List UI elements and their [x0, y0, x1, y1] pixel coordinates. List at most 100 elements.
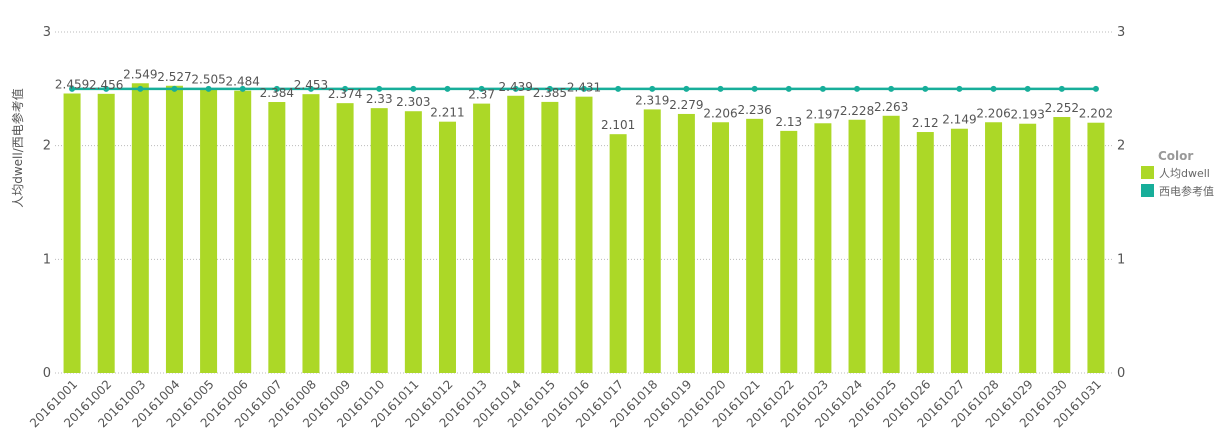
reference-point	[239, 85, 246, 92]
bar	[97, 93, 115, 374]
bar-value-label: 2.549	[123, 67, 157, 81]
reference-point	[546, 85, 553, 92]
bar	[507, 95, 525, 373]
bar-value-label: 2.101	[601, 118, 635, 132]
bar-value-label: 2.252	[1045, 101, 1079, 115]
reference-point	[444, 85, 451, 92]
bar	[541, 101, 559, 373]
reference-point	[103, 85, 110, 92]
reference-point	[478, 85, 485, 92]
bar-value-label: 2.263	[874, 100, 908, 114]
bar	[712, 122, 730, 373]
bar-value-label: 2.374	[328, 87, 362, 101]
bar	[302, 94, 320, 374]
bar-value-label: 2.279	[669, 98, 703, 112]
bar-value-label: 2.484	[226, 75, 260, 89]
reference-point	[171, 85, 178, 92]
bar-value-label: 2.193	[1010, 108, 1044, 122]
bar	[131, 83, 149, 373]
bar	[165, 85, 183, 373]
bar-value-label: 2.439	[499, 80, 533, 94]
bar	[370, 108, 388, 373]
y-tick-label-right: 3	[1117, 25, 1125, 40]
bar-value-label: 2.228	[840, 104, 874, 118]
bar	[882, 115, 900, 373]
reference-point	[615, 85, 622, 92]
y-tick-label-left: 2	[43, 139, 51, 154]
bar-value-label: 2.37	[468, 88, 495, 102]
bar	[848, 119, 866, 373]
bar-value-label: 2.459	[55, 77, 89, 91]
bar	[200, 88, 218, 373]
reference-point	[990, 85, 997, 92]
reference-point	[581, 85, 587, 92]
reference-point	[751, 85, 758, 92]
reference-point	[819, 85, 826, 92]
bar-value-label: 2.384	[260, 86, 294, 100]
bar-value-label: 2.431	[567, 81, 601, 95]
bar-value-label: 2.206	[703, 106, 737, 120]
y-axis-title: 人均dwell/西电参考值	[10, 88, 25, 208]
reference-point	[512, 85, 519, 92]
reference-point	[683, 85, 690, 92]
bar	[473, 103, 491, 374]
reference-point	[342, 85, 349, 92]
reference-point	[956, 85, 963, 92]
legend-title: Color	[1158, 149, 1193, 163]
reference-point	[1092, 85, 1099, 92]
bar-value-label: 2.453	[294, 78, 328, 92]
bar	[985, 122, 1003, 373]
y-tick-label-left: 3	[43, 25, 51, 40]
reference-point	[307, 85, 314, 92]
bar	[609, 134, 627, 373]
reference-point	[649, 85, 656, 92]
bar-value-label: 2.211	[430, 106, 464, 120]
legend-label-dwell: 人均dwell	[1159, 167, 1210, 180]
bar	[268, 102, 286, 373]
bar-value-label: 2.527	[157, 70, 191, 84]
bar-value-label: 2.505	[191, 72, 225, 86]
reference-point	[854, 85, 861, 92]
bar	[1019, 123, 1037, 373]
legend-swatch-reference	[1141, 184, 1154, 197]
bar	[814, 123, 832, 374]
bar	[336, 103, 354, 373]
reference-point	[376, 85, 383, 92]
reference-line-series	[69, 85, 1099, 92]
bar	[780, 130, 798, 373]
bar	[746, 118, 764, 373]
legend[interactable]: Color 人均dwell 西电参考值	[1141, 149, 1214, 198]
bar-value-label: 2.456	[89, 78, 123, 92]
bar	[1087, 122, 1105, 374]
bar-series	[63, 83, 1105, 374]
bar-value-label: 2.385	[533, 86, 567, 100]
bar	[1053, 117, 1071, 373]
bar	[438, 121, 456, 373]
bar	[63, 93, 81, 374]
reference-point	[922, 85, 929, 92]
reference-point	[410, 85, 417, 92]
bar	[643, 109, 661, 374]
reference-point	[1024, 85, 1031, 92]
reference-point	[1058, 85, 1065, 92]
bar	[677, 113, 695, 373]
y-tick-label-left: 1	[43, 252, 51, 267]
bar-value-label: 2.12	[912, 116, 939, 130]
bar-value-label: 2.149	[942, 113, 976, 127]
legend-swatch-dwell	[1141, 166, 1154, 179]
reference-point	[785, 85, 792, 92]
bar	[916, 132, 934, 373]
bar-value-label: 2.33	[366, 92, 393, 106]
bar-value-label: 2.206	[976, 106, 1010, 120]
bar-value-label: 2.197	[806, 107, 840, 121]
y-tick-label-right: 0	[1117, 366, 1125, 381]
reference-point	[717, 85, 724, 92]
bar-value-label: 2.202	[1079, 107, 1113, 121]
bar	[575, 96, 593, 373]
reference-point	[888, 85, 895, 92]
bar-value-label: 2.13	[775, 115, 802, 129]
bar	[950, 128, 968, 373]
y-tick-label-right: 1	[1117, 252, 1125, 267]
